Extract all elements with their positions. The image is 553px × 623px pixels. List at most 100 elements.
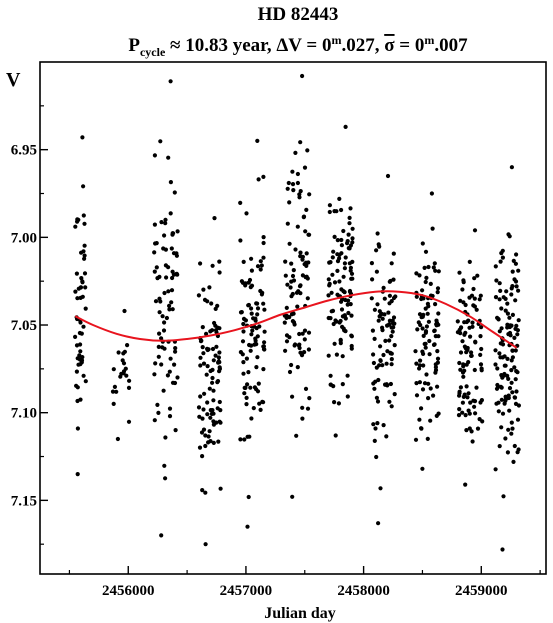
data-point bbox=[168, 180, 173, 185]
data-point bbox=[254, 301, 259, 306]
data-point bbox=[513, 348, 518, 353]
data-point bbox=[262, 340, 267, 345]
data-point bbox=[375, 302, 380, 307]
data-point bbox=[82, 271, 88, 276]
data-point bbox=[474, 385, 479, 390]
data-point bbox=[371, 352, 376, 357]
data-point bbox=[505, 356, 510, 361]
data-point bbox=[247, 277, 253, 283]
data-point bbox=[208, 368, 213, 374]
data-point bbox=[372, 438, 377, 443]
data-point bbox=[198, 363, 203, 368]
data-point bbox=[467, 259, 472, 264]
data-point bbox=[296, 289, 301, 294]
data-point bbox=[211, 358, 216, 363]
data-point bbox=[385, 323, 390, 328]
data-point bbox=[388, 351, 393, 356]
data-point bbox=[255, 334, 260, 339]
data-point bbox=[238, 238, 243, 243]
data-point bbox=[338, 338, 343, 343]
data-point bbox=[423, 329, 429, 334]
data-point bbox=[493, 467, 498, 472]
data-point bbox=[168, 356, 173, 361]
data-point bbox=[245, 382, 250, 387]
data-point bbox=[340, 324, 345, 329]
data-point bbox=[125, 343, 130, 348]
data-point bbox=[211, 411, 216, 416]
data-point bbox=[342, 290, 347, 295]
data-point bbox=[510, 390, 515, 395]
data-point bbox=[463, 346, 468, 351]
data-point bbox=[421, 363, 426, 368]
data-point bbox=[210, 263, 215, 268]
data-point bbox=[349, 334, 354, 339]
data-point bbox=[507, 408, 512, 413]
data-point bbox=[343, 297, 348, 303]
plot-frame bbox=[39, 61, 547, 575]
x-tick-label: 2457000 bbox=[220, 583, 273, 599]
data-point bbox=[200, 345, 205, 350]
data-point bbox=[162, 290, 167, 296]
data-point bbox=[436, 269, 441, 274]
data-point bbox=[200, 416, 205, 421]
data-point bbox=[339, 237, 344, 243]
data-point bbox=[465, 395, 470, 400]
data-point bbox=[244, 402, 249, 407]
data-point bbox=[215, 379, 221, 384]
data-point bbox=[435, 356, 441, 361]
data-point bbox=[505, 450, 510, 455]
data-point bbox=[74, 383, 79, 388]
data-point bbox=[121, 369, 127, 374]
data-point bbox=[393, 294, 398, 299]
data-point bbox=[462, 368, 467, 373]
data-point bbox=[124, 373, 129, 378]
data-point bbox=[289, 362, 294, 368]
data-point bbox=[249, 256, 254, 261]
data-point bbox=[115, 436, 120, 442]
data-point bbox=[431, 393, 436, 398]
data-point bbox=[432, 328, 437, 333]
data-point bbox=[332, 209, 337, 214]
data-point bbox=[346, 310, 351, 316]
data-point bbox=[516, 318, 521, 323]
data-point bbox=[255, 312, 260, 317]
data-point bbox=[286, 180, 291, 186]
data-point bbox=[218, 486, 223, 491]
data-point bbox=[241, 329, 246, 334]
data-point bbox=[159, 362, 164, 367]
data-point bbox=[244, 356, 249, 361]
data-point bbox=[304, 207, 309, 212]
data-point bbox=[205, 299, 210, 304]
data-point bbox=[249, 268, 254, 273]
data-point bbox=[327, 203, 332, 208]
data-point bbox=[516, 447, 521, 452]
data-point bbox=[389, 261, 394, 266]
data-point bbox=[420, 326, 425, 331]
data-point bbox=[374, 395, 379, 400]
data-point bbox=[391, 251, 396, 256]
data-point bbox=[126, 419, 132, 424]
data-point bbox=[300, 73, 305, 79]
data-point bbox=[173, 349, 178, 354]
data-point bbox=[168, 211, 173, 216]
data-point bbox=[327, 209, 332, 215]
data-point bbox=[471, 303, 476, 308]
data-point bbox=[495, 366, 500, 371]
data-point bbox=[163, 476, 168, 481]
data-point bbox=[78, 285, 83, 290]
data-point bbox=[513, 377, 518, 382]
data-point bbox=[417, 273, 422, 278]
data-point bbox=[510, 284, 515, 289]
data-point bbox=[80, 135, 85, 140]
data-point bbox=[261, 240, 266, 246]
data-point bbox=[212, 216, 217, 221]
data-point bbox=[417, 312, 423, 317]
data-point bbox=[298, 140, 303, 145]
data-point bbox=[504, 289, 509, 294]
data-point bbox=[217, 365, 222, 370]
data-point bbox=[377, 309, 382, 314]
data-point bbox=[436, 322, 441, 327]
data-point bbox=[420, 314, 425, 319]
data-point bbox=[374, 248, 379, 253]
data-point bbox=[173, 346, 178, 351]
